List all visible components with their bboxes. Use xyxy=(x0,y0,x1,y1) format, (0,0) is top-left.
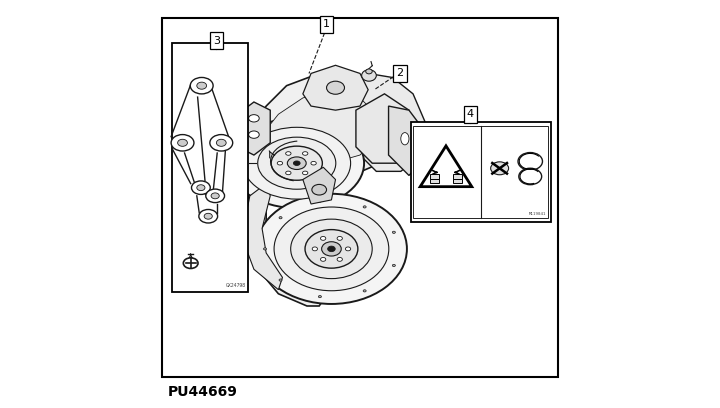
Ellipse shape xyxy=(337,237,343,240)
Ellipse shape xyxy=(264,248,266,250)
Ellipse shape xyxy=(318,295,321,298)
Ellipse shape xyxy=(243,127,351,199)
Ellipse shape xyxy=(519,168,541,185)
Text: PU44669: PU44669 xyxy=(168,386,238,399)
Ellipse shape xyxy=(490,162,508,175)
Ellipse shape xyxy=(256,194,407,304)
Bar xyxy=(210,32,223,49)
Ellipse shape xyxy=(178,139,187,146)
Polygon shape xyxy=(352,73,426,171)
Ellipse shape xyxy=(322,242,341,256)
Ellipse shape xyxy=(210,135,233,151)
Ellipse shape xyxy=(248,115,259,122)
Ellipse shape xyxy=(361,70,377,81)
Ellipse shape xyxy=(337,257,343,261)
Ellipse shape xyxy=(302,152,308,155)
Bar xyxy=(464,106,477,123)
Bar xyxy=(320,16,333,33)
Ellipse shape xyxy=(271,146,323,180)
Ellipse shape xyxy=(346,247,351,251)
Bar xyxy=(162,18,558,377)
Ellipse shape xyxy=(197,185,205,191)
Ellipse shape xyxy=(184,258,198,268)
Text: 3: 3 xyxy=(213,36,220,46)
Ellipse shape xyxy=(192,181,210,195)
Ellipse shape xyxy=(291,219,372,279)
Ellipse shape xyxy=(230,118,364,208)
Text: 4: 4 xyxy=(467,109,474,119)
Polygon shape xyxy=(246,184,328,306)
Polygon shape xyxy=(356,94,413,163)
Bar xyxy=(430,179,438,184)
Bar xyxy=(171,43,248,292)
Ellipse shape xyxy=(211,193,220,199)
Ellipse shape xyxy=(305,230,358,268)
Polygon shape xyxy=(250,73,397,180)
Polygon shape xyxy=(303,65,368,110)
Text: 1: 1 xyxy=(323,20,330,29)
Ellipse shape xyxy=(277,162,283,165)
Ellipse shape xyxy=(363,290,366,292)
Ellipse shape xyxy=(217,139,226,146)
Bar xyxy=(393,65,407,82)
Ellipse shape xyxy=(363,206,366,208)
Polygon shape xyxy=(262,90,377,163)
Bar xyxy=(454,179,462,184)
Ellipse shape xyxy=(197,82,207,89)
Polygon shape xyxy=(420,146,472,187)
Ellipse shape xyxy=(318,200,321,202)
Ellipse shape xyxy=(366,69,372,74)
Ellipse shape xyxy=(328,246,336,252)
Text: GX24798: GX24798 xyxy=(225,283,246,288)
Ellipse shape xyxy=(279,217,282,219)
Ellipse shape xyxy=(320,257,325,261)
Ellipse shape xyxy=(199,209,217,223)
Bar xyxy=(454,174,462,179)
Ellipse shape xyxy=(392,231,395,233)
Ellipse shape xyxy=(279,279,282,281)
Ellipse shape xyxy=(258,137,336,189)
Polygon shape xyxy=(389,106,421,175)
Ellipse shape xyxy=(287,157,306,169)
Ellipse shape xyxy=(327,81,344,94)
Ellipse shape xyxy=(190,78,213,94)
Polygon shape xyxy=(238,102,270,155)
Ellipse shape xyxy=(286,171,291,175)
Ellipse shape xyxy=(312,184,327,195)
Polygon shape xyxy=(303,167,336,204)
Ellipse shape xyxy=(518,153,542,170)
Ellipse shape xyxy=(293,161,300,166)
Ellipse shape xyxy=(312,247,318,251)
Ellipse shape xyxy=(392,264,395,266)
Ellipse shape xyxy=(320,237,325,240)
Bar xyxy=(411,122,551,222)
Text: M119041: M119041 xyxy=(529,212,547,216)
Ellipse shape xyxy=(302,171,308,175)
Polygon shape xyxy=(242,184,282,290)
Ellipse shape xyxy=(274,207,389,291)
Ellipse shape xyxy=(248,131,259,138)
Ellipse shape xyxy=(401,133,409,145)
Bar xyxy=(430,174,438,179)
Bar xyxy=(413,126,549,218)
Ellipse shape xyxy=(171,135,194,151)
Ellipse shape xyxy=(286,152,291,155)
Ellipse shape xyxy=(206,189,225,203)
Ellipse shape xyxy=(311,162,316,165)
Text: 2: 2 xyxy=(397,69,403,78)
Ellipse shape xyxy=(204,213,212,219)
